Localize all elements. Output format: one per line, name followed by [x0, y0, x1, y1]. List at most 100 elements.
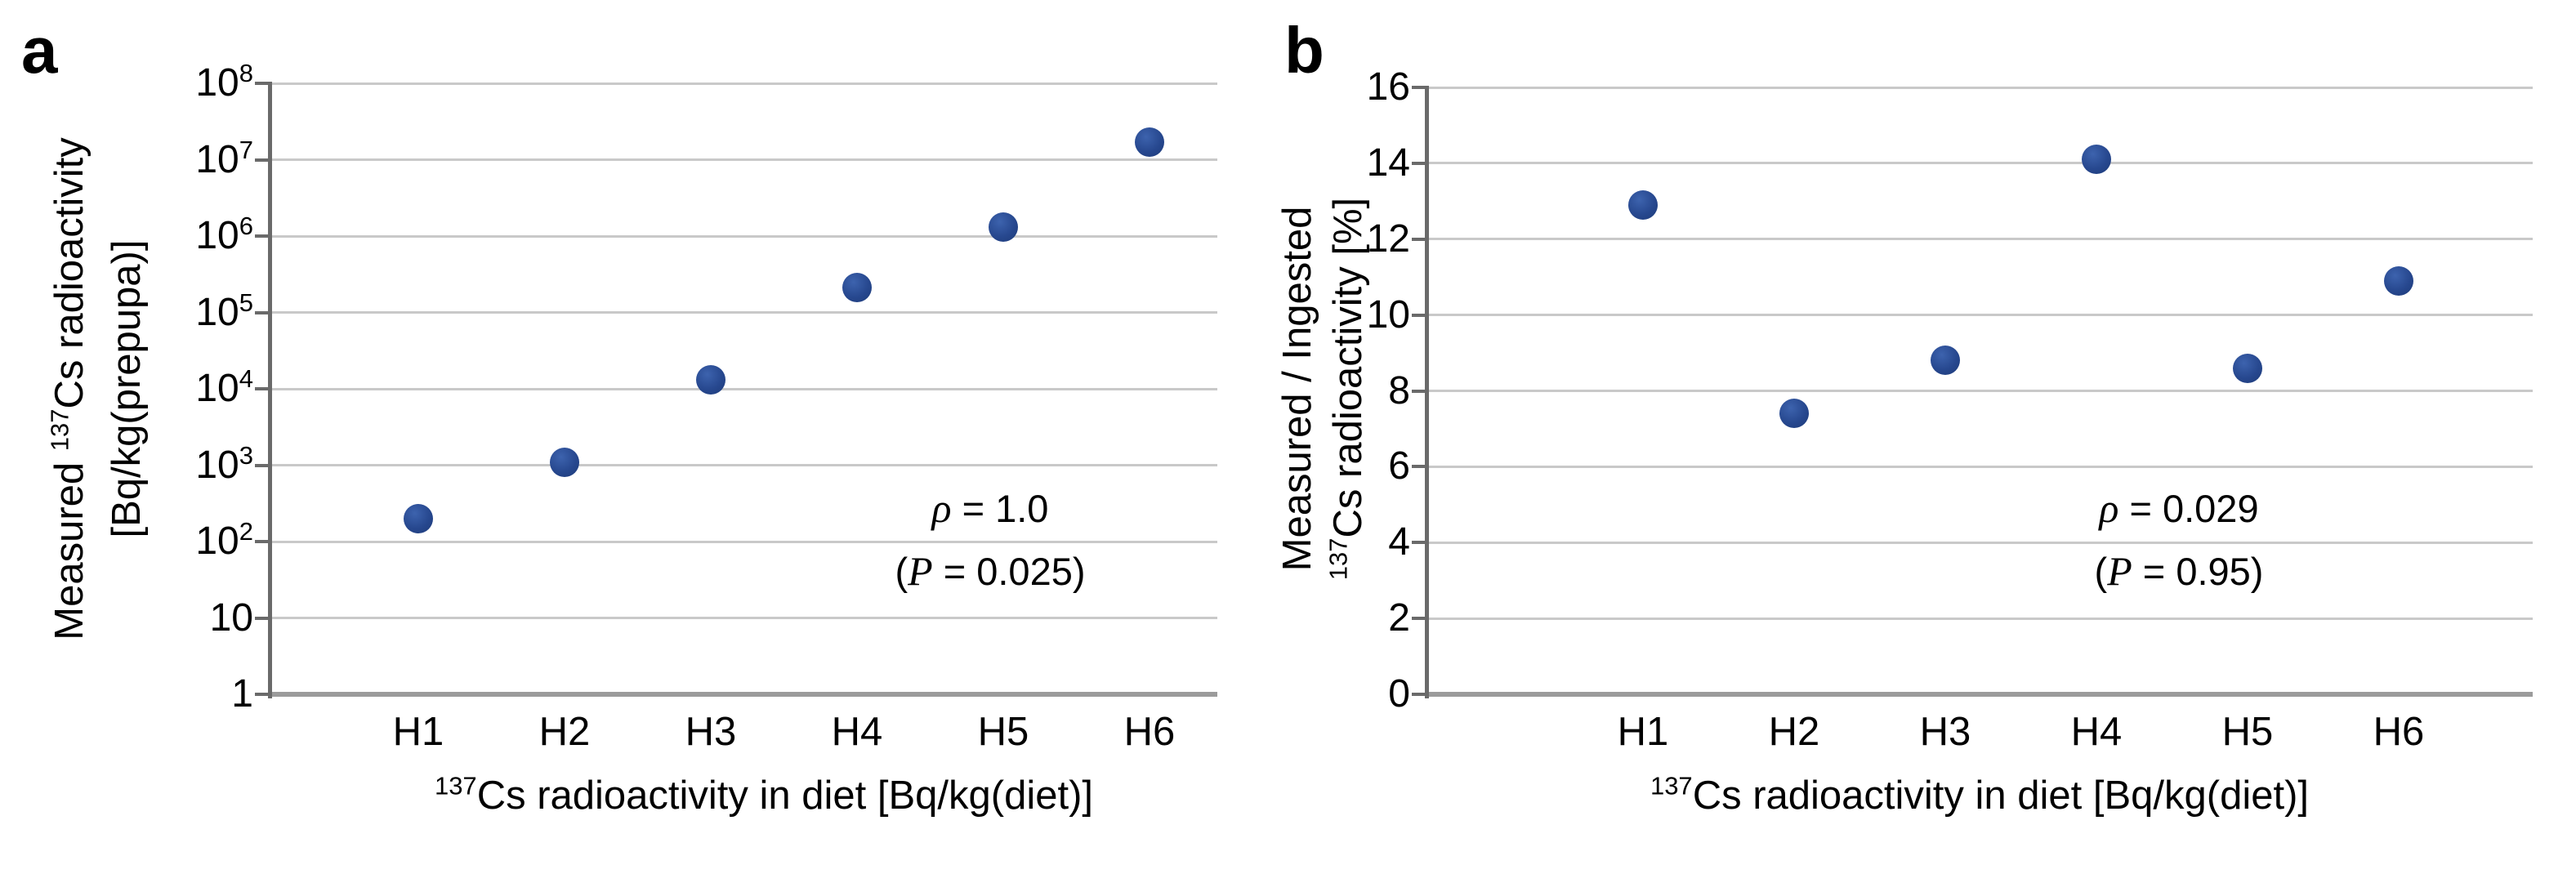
panel-a-correlation-annotation: ρ = 1.0 (P = 0.025) [819, 477, 1162, 603]
x-tick-label-H6: H6 [1123, 710, 1176, 754]
y-tick-base: 10 [195, 214, 239, 257]
data-point-H1 [1628, 190, 1658, 220]
gridline [1426, 238, 2533, 241]
panel-b-pvalue-line: (P = 0.95) [2007, 540, 2351, 603]
y-tick-label: 16 [1366, 65, 1410, 109]
x-tick-label-H2: H2 [538, 710, 591, 754]
x-tick-label-H5: H5 [2221, 710, 2274, 754]
gridline [1426, 465, 2533, 468]
x-tick-label-H4: H4 [831, 710, 883, 754]
y-tick-mark [255, 82, 268, 85]
y-tick-mark [1412, 693, 1425, 696]
panel-b-letter: b [1284, 14, 1324, 87]
p-value: = 0.95) [2132, 550, 2264, 593]
rho-value: = 0.029 [2118, 487, 2259, 530]
y-tick-label: 0 [1388, 672, 1410, 716]
y-tick-exponent: 2 [239, 517, 253, 546]
rho-symbol: ρ [2099, 485, 2119, 531]
panel-a-letter: a [21, 14, 58, 87]
data-point-H4 [842, 273, 872, 303]
y-tick-mark [1412, 237, 1425, 241]
gridline [270, 540, 1217, 543]
data-point-H5 [2233, 353, 2262, 383]
xtitle-b-sup: 137 [1650, 771, 1693, 800]
y-tick-label: 108 [114, 60, 253, 107]
y-tick-mark [1412, 617, 1425, 621]
y-tick-mark [1412, 86, 1425, 89]
y-tick-label: 4 [1388, 520, 1410, 564]
y-tick-base: 10 [195, 137, 239, 181]
gridline [1426, 390, 2533, 392]
y-tick-mark [255, 310, 268, 314]
data-point-H3 [1931, 346, 1960, 376]
y-tick-mark [1412, 313, 1425, 317]
gridline [270, 158, 1217, 161]
y-tick-mark [1412, 541, 1425, 545]
gridline [270, 82, 1217, 85]
x-tick-label-H4: H4 [2070, 710, 2123, 754]
y-tick-mark [255, 387, 268, 390]
y-tick-mark [255, 616, 268, 620]
xtitle-b-text: Cs radioactivity in diet [Bq/kg(diet)] [1692, 774, 2310, 818]
gridline [1426, 162, 2533, 165]
panel-b-correlation-annotation: ρ = 0.029 (P = 0.95) [2007, 477, 2351, 603]
x-axis-line [1426, 692, 2533, 697]
gridline [1426, 617, 2533, 620]
y-tick-label: 12 [1366, 216, 1410, 261]
y-tick-mark [255, 693, 268, 696]
panel-a-pvalue-line: (P = 0.025) [819, 540, 1162, 603]
y-tick-label: 1 [231, 672, 253, 716]
y-tick-mark [255, 234, 268, 238]
y-tick-exponent: 6 [239, 212, 253, 240]
gridline [270, 311, 1217, 314]
x-tick-label-H1: H1 [392, 710, 444, 754]
x-tick-label-H3: H3 [685, 710, 737, 754]
gridline [270, 387, 1217, 390]
y-tick-mark [1412, 389, 1425, 393]
y-tick-mark [1412, 465, 1425, 469]
y-tick-base: 10 [195, 367, 239, 410]
y-tick-label: 6 [1388, 444, 1410, 488]
data-point-H6 [1135, 127, 1164, 157]
y-tick-label: 102 [114, 518, 253, 565]
rho-symbol: ρ [931, 485, 952, 531]
y-tick-mark [255, 540, 268, 543]
x-tick-label-H6: H6 [2373, 710, 2425, 754]
y-tick-label: 10 [209, 595, 253, 640]
y-tick-label: 103 [114, 442, 253, 489]
y-tick-label: 8 [1388, 368, 1410, 412]
data-point-H4 [2082, 145, 2111, 175]
y-axis-line [268, 82, 272, 698]
gridline [270, 617, 1217, 619]
panel-a-x-axis-title: 137Cs radioactivity in diet [Bq/kg(diet)… [274, 773, 1254, 818]
p-symbol: P [908, 548, 933, 594]
xtitle-a-text: Cs radioactivity in diet [Bq/kg(diet)] [476, 774, 1094, 818]
data-point-H5 [989, 212, 1018, 243]
x-tick-label-H1: H1 [1617, 710, 1669, 754]
y-tick-base: 10 [195, 519, 239, 563]
y-tick-label: 10 [1366, 292, 1410, 337]
panel-b-x-axis-title: 137Cs radioactivity in diet [Bq/kg(diet)… [1489, 773, 2470, 818]
y-tick-base: 10 [195, 443, 239, 487]
y-tick-base: 10 [195, 290, 239, 334]
panel-a-rho-line: ρ = 1.0 [819, 477, 1162, 540]
y-tick-label: 2 [1388, 596, 1410, 640]
x-tick-label-H3: H3 [1919, 710, 1971, 754]
y-tick-mark [255, 158, 268, 162]
x-axis-line [270, 692, 1217, 697]
data-point-H3 [696, 365, 725, 395]
rho-value: = 1.0 [951, 487, 1049, 530]
p-symbol: P [2107, 548, 2132, 594]
y-axis-line [1425, 86, 1429, 698]
data-point-H6 [2384, 265, 2413, 296]
gridline [1426, 314, 2533, 317]
y-tick-exponent: 5 [239, 288, 253, 317]
y-tick-label: 104 [114, 365, 253, 412]
y-tick-exponent: 3 [239, 440, 253, 470]
y-tick-mark [1412, 161, 1425, 165]
y-tick-mark [255, 463, 268, 467]
panel-b-rho-line: ρ = 0.029 [2007, 477, 2351, 540]
y-tick-exponent: 4 [239, 364, 253, 393]
y-tick-label: 14 [1366, 140, 1410, 185]
